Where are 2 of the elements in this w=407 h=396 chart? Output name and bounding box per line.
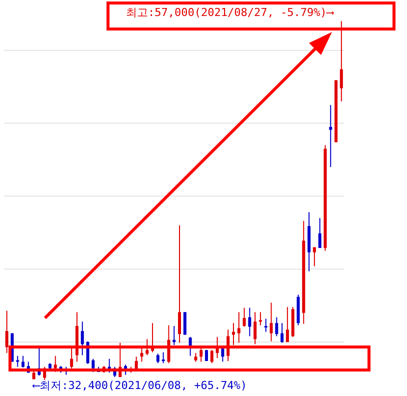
annotation: ⟵최저:32,400(2021/06/08, +65.74%) [33,378,248,393]
annotation: 최고:57,000(2021/08/27, -5.79%)⟶ [126,5,334,20]
